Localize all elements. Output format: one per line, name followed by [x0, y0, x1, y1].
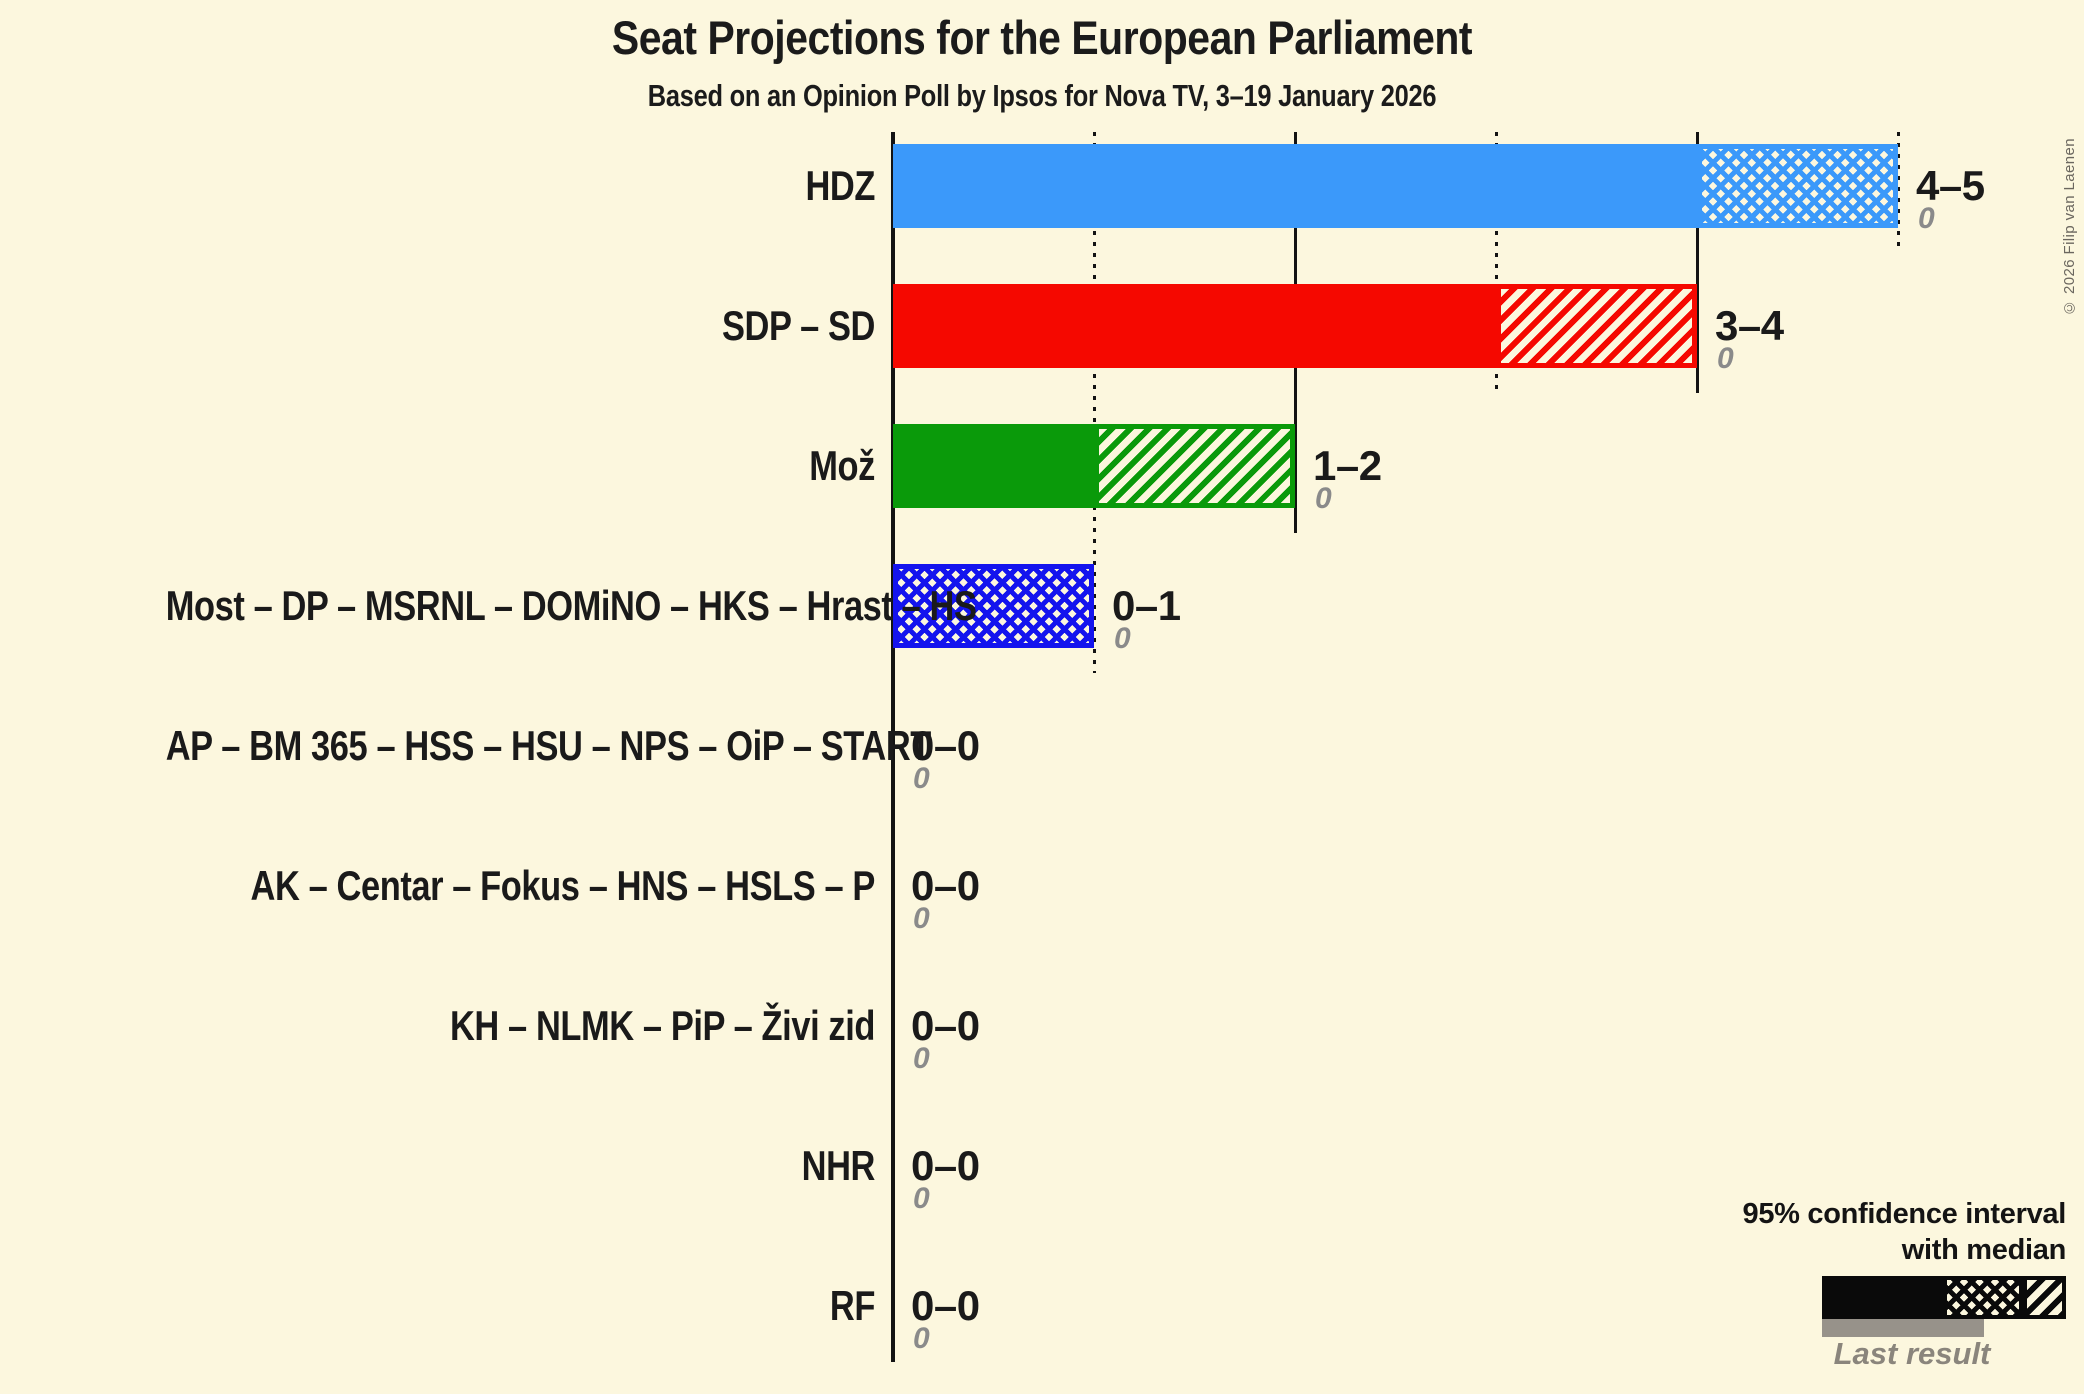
last-result-label: 0 — [913, 902, 930, 935]
gridline-seat-3 — [1494, 132, 1498, 393]
party-label-ap-coalition: AP – BM 365 – HSS – HSU – NPS – OiP – ST… — [165, 722, 932, 769]
seat-bar — [893, 424, 1295, 508]
seat-bar — [893, 144, 1898, 228]
gridline-seat-1 — [1092, 132, 1096, 673]
last-result-label: 0 — [913, 1042, 930, 1075]
legend-ci-hatch-segment — [2023, 1276, 2066, 1319]
ci-value-label: 4–5 — [1916, 162, 1985, 209]
ci-value-label: 0–0 — [911, 1282, 980, 1329]
bar-solid-segment — [893, 144, 1697, 228]
seat-bar — [893, 284, 1697, 368]
legend-title-line2: with median — [1901, 1234, 2067, 1266]
last-result-label: 0 — [1918, 202, 1935, 235]
gridline-seat-4 — [1695, 132, 1699, 393]
bar-ci-hatch-segment — [1496, 284, 1697, 368]
ci-value-label: 0–1 — [1112, 582, 1181, 629]
last-result-label: 0 — [913, 1322, 930, 1355]
seat-bar — [893, 564, 1094, 648]
ci-value-label: 0–0 — [911, 1142, 980, 1189]
chart-subtitle: Based on an Opinion Poll by Ipsos for No… — [647, 78, 1437, 113]
legend-median-crosshatch-segment — [1943, 1276, 2023, 1319]
party-label-kh-coalition: KH – NLMK – PiP – Živi zid — [449, 1002, 875, 1049]
party-label-sdp-sd: SDP – SD — [721, 302, 875, 349]
last-result-label: 0 — [913, 1182, 930, 1215]
party-label-moz: Mož — [809, 442, 875, 489]
party-label-most-coalition: Most – DP – MSRNL – DOMiNO – HKS – Hrast… — [165, 582, 977, 629]
last-result-label: 0 — [1114, 622, 1131, 655]
axis-line — [891, 132, 895, 1362]
legend-last-result-bar — [1822, 1319, 1984, 1337]
party-label-hdz: HDZ — [805, 162, 875, 209]
party-label-ak-coalition: AK – Centar – Fokus – HNS – HSLS – P — [250, 862, 876, 909]
ci-value-label: 0–0 — [911, 722, 980, 769]
chart-title: Seat Projections for the European Parlia… — [611, 11, 1473, 64]
ci-value-label: 1–2 — [1313, 442, 1382, 489]
party-label-nhr: NHR — [801, 1142, 876, 1189]
last-result-label: 0 — [913, 762, 930, 795]
ci-value-label: 3–4 — [1715, 302, 1784, 349]
bar-ci-hatch-segment — [893, 564, 1094, 648]
last-result-label: 0 — [1717, 342, 1734, 375]
party-label-rf: RF — [829, 1282, 876, 1329]
bar-ci-hatch-segment — [1094, 424, 1295, 508]
bar-ci-hatch-segment — [1697, 144, 1898, 228]
bar-solid-segment — [893, 424, 1094, 508]
bar-solid-segment — [893, 284, 1496, 368]
legend-solid-segment — [1822, 1276, 1943, 1319]
gridline-seat-5 — [1896, 132, 1900, 253]
legend-sample-bar — [1822, 1276, 2066, 1319]
last-result-label: 0 — [1315, 482, 1332, 515]
ci-value-label: 0–0 — [911, 862, 980, 909]
legend-title-line1: 95% confidence interval — [1742, 1198, 2067, 1230]
ci-value-label: 0–0 — [911, 1002, 980, 1049]
legend-last-result-label: Last result — [1833, 1336, 1991, 1371]
